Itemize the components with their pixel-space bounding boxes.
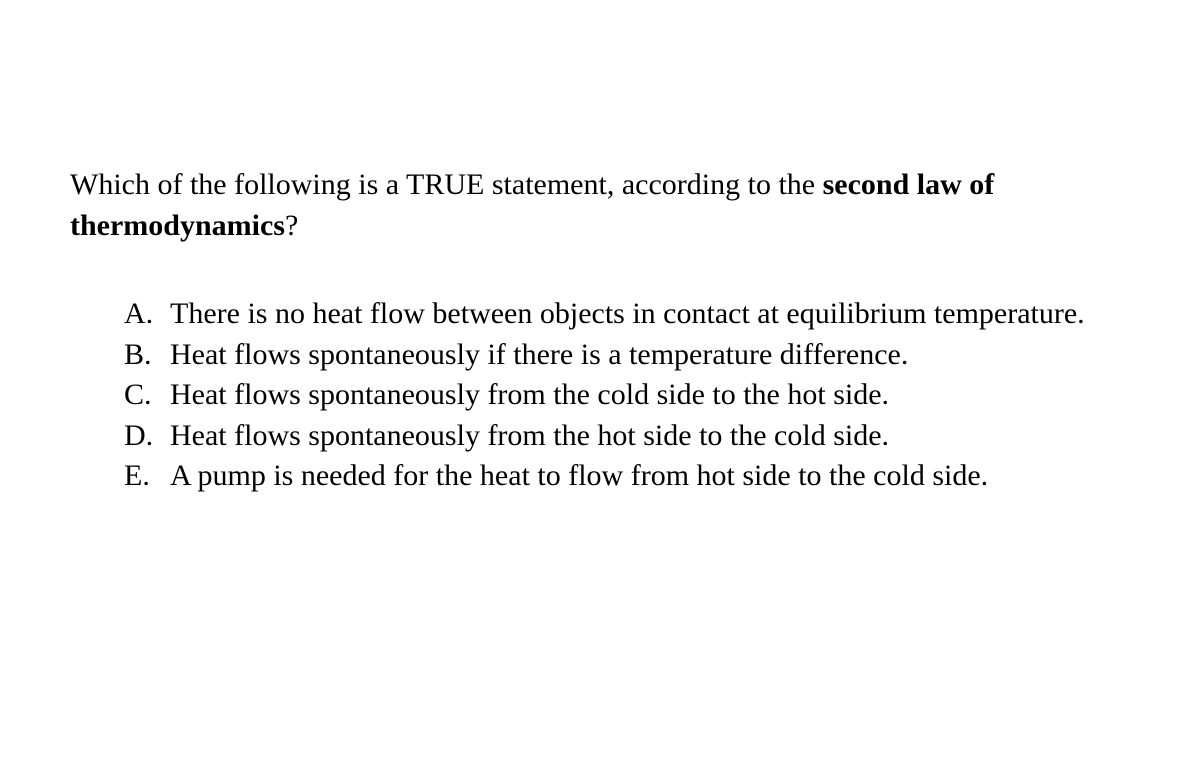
choice-letter: B. — [124, 335, 170, 376]
choice-e: E. A pump is needed for the heat to flow… — [124, 456, 1140, 497]
question-stem-text-1: Which of the following is a TRUE stateme… — [70, 168, 823, 201]
choice-b: B. Heat flows spontaneously if there is … — [124, 335, 1140, 376]
choice-text: Heat flows spontaneously from the hot si… — [170, 416, 1140, 457]
choice-d: D. Heat flows spontaneously from the hot… — [124, 416, 1140, 457]
choice-letter: D. — [124, 416, 170, 457]
question-stem-text-2: ? — [285, 209, 298, 242]
choice-text: There is no heat flow between objects in… — [170, 294, 1140, 335]
choice-letter: A. — [124, 294, 170, 335]
choice-a: A. There is no heat flow between objects… — [124, 294, 1140, 335]
answer-choices: A. There is no heat flow between objects… — [70, 294, 1140, 497]
choice-letter: E. — [124, 456, 170, 497]
choice-text: Heat flows spontaneously if there is a t… — [170, 335, 1140, 376]
choice-c: C. Heat flows spontaneously from the col… — [124, 375, 1140, 416]
choice-text: Heat flows spontaneously from the cold s… — [170, 375, 1140, 416]
choice-text: A pump is needed for the heat to flow fr… — [170, 456, 1140, 497]
question-stem: Which of the following is a TRUE stateme… — [70, 165, 1140, 246]
choice-letter: C. — [124, 375, 170, 416]
